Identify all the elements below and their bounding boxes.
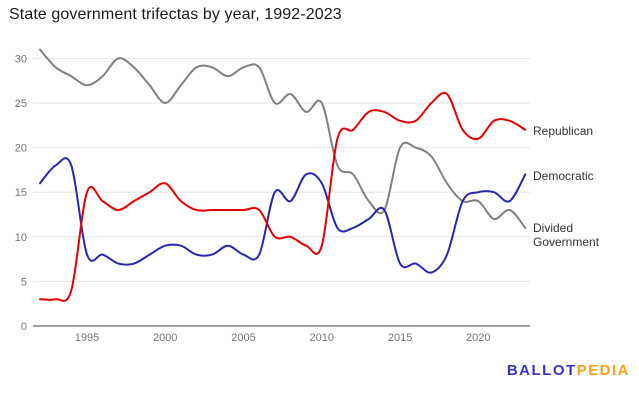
y-axis-tick-label: 15 bbox=[15, 187, 27, 199]
chart-title: State government trifectas by year, 1992… bbox=[9, 6, 342, 23]
ballotpedia-logo-ballot: BALLOT bbox=[506, 362, 577, 379]
line-republican[interactable] bbox=[39, 91, 527, 302]
x-axis-tick-label: 2010 bbox=[310, 332, 334, 344]
x-axis-tick-label: 2015 bbox=[388, 332, 412, 344]
line-democratic[interactable] bbox=[39, 157, 527, 274]
series-label-republican: Republican bbox=[533, 124, 594, 138]
series-label-divided-government: Divided Government bbox=[533, 221, 600, 249]
x-axis-tick-label: 2000 bbox=[153, 332, 177, 344]
ballotpedia-logo: BALLOTPEDIA bbox=[507, 363, 630, 378]
y-axis-tick-label: 5 bbox=[21, 276, 27, 288]
y-axis-tick-label: 20 bbox=[15, 143, 27, 155]
line-divided-government[interactable] bbox=[39, 48, 527, 229]
y-axis-tick-label: 30 bbox=[15, 53, 27, 65]
ballotpedia-logo-pedia: PEDIA bbox=[576, 362, 630, 379]
series-label-democratic: Democratic bbox=[533, 169, 594, 183]
y-axis-tick-label: 10 bbox=[15, 232, 27, 244]
y-axis-tick-label: 25 bbox=[15, 98, 27, 110]
x-axis-tick-label: 1995 bbox=[75, 332, 99, 344]
x-axis-tick-label: 2005 bbox=[231, 332, 255, 344]
y-axis-tick-label: 0 bbox=[21, 321, 27, 333]
x-axis-tick-label: 2020 bbox=[466, 332, 490, 344]
